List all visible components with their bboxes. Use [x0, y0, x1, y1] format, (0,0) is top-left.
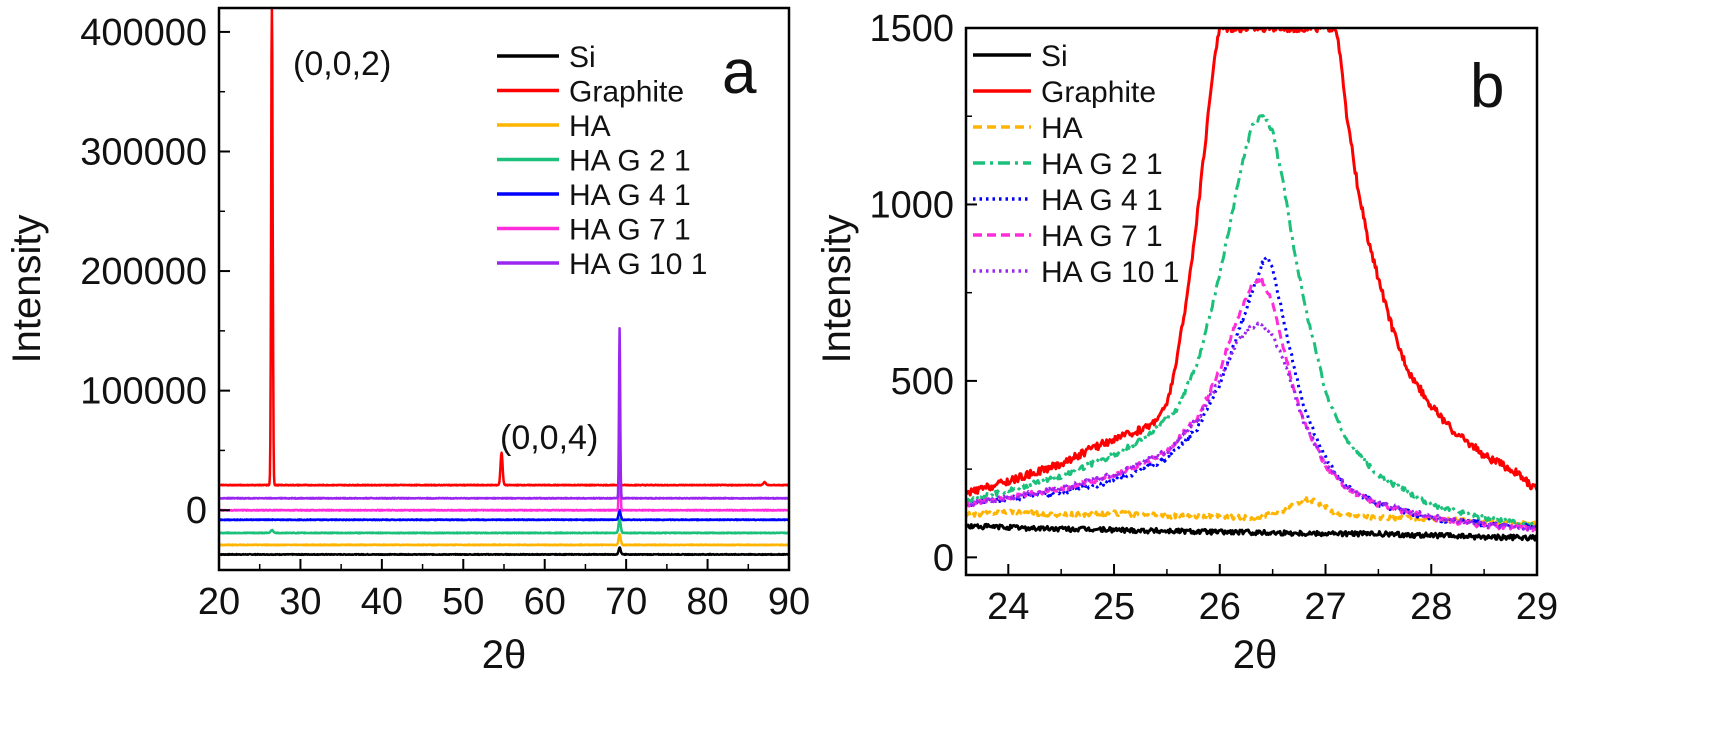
panel-b-series-si	[966, 522, 1537, 542]
panel-a-axis-ticks: 20 30 40 50 60 70 80 90 0 100000 200000 300000 40000…	[80, 12, 810, 623]
panel-b-y-tick-label: 1500	[869, 8, 954, 50]
panel-a-y-tick-label: 300000	[80, 131, 207, 173]
panel-b-series-ha-g-2-1	[966, 114, 1537, 528]
panel-a-curves	[218, 6, 791, 557]
panel-a-x-axis-label: 2θ	[482, 633, 527, 677]
panel-a-x-tick-label: 60	[524, 581, 566, 623]
panel-b-legend-label-ha-g-2-1: HA G 2 1	[1041, 148, 1163, 181]
panel-a-legend-label-ha-g-10-1: HA G 10 1	[569, 248, 707, 281]
panel-a-x-tick-label: 70	[605, 581, 647, 623]
panel-b-y-tick-label: 1000	[869, 184, 954, 226]
panel-a-y-axis-label: Intensity	[5, 215, 49, 364]
panel-a-series-ha-g-10-1	[218, 326, 791, 500]
panel-a-series-ha-g-2-1	[218, 517, 790, 535]
panel-a-x-tick-label: 30	[279, 581, 321, 623]
panel-a-legend-label-ha-g-2-1: HA G 2 1	[569, 145, 691, 178]
panel-a-legend-label-ha-g-7-1: HA G 7 1	[569, 214, 691, 247]
panel-b-y-tick-label: 0	[933, 537, 954, 579]
panel-b-x-tick-label: 26	[1199, 586, 1241, 628]
panel-a-legend-label-graphite: Graphite	[569, 76, 684, 109]
panel-b-x-tick-label: 29	[1516, 586, 1558, 628]
panel-a-y-tick-label: 0	[186, 490, 207, 532]
panel-a-series-si	[218, 546, 790, 557]
panel-b-legend-label-ha-g-10-1: HA G 10 1	[1041, 256, 1179, 289]
panel-a-y-tick-label: 100000	[80, 371, 207, 413]
panel-b-plot-frame	[964, 26, 1539, 577]
panel-b-x-tick-label: 25	[1093, 586, 1135, 628]
panel-a-chart: 20 30 40 50 60 70 80 90 0 100000 200000 300000 40000…	[5, 6, 810, 677]
panel-a-legend-label-ha: HA	[569, 110, 611, 143]
panel-b-x-tick-label: 28	[1410, 586, 1452, 628]
panel-a-series-ha-g-4-1	[218, 508, 790, 522]
panel-b-series-graphite	[966, 28, 1537, 497]
panel-a-series-ha	[218, 533, 790, 547]
panel-b-y-axis-label: Intensity	[815, 215, 859, 364]
panel-a-annotation-002: (0,0,2)	[293, 45, 391, 83]
panel-a-series-ha-g-7-1	[218, 401, 790, 512]
panel-a-x-tick-label: 40	[361, 581, 403, 623]
panel-a-x-tick-label: 80	[686, 581, 728, 623]
panel-b-legend-label-ha: HA	[1041, 112, 1083, 145]
panel-a-x-tick-label: 50	[442, 581, 484, 623]
panel-b-curves	[966, 28, 1537, 542]
panel-b-legend-label-ha-g-4-1: HA G 4 1	[1041, 184, 1163, 217]
panel-a-legend-label-ha-g-4-1: HA G 4 1	[569, 179, 691, 212]
panel-a-x-tick-label: 90	[768, 581, 810, 623]
panel-b-letter: b	[1470, 52, 1504, 121]
panel-b-series-ha-g-4-1	[966, 255, 1537, 531]
panel-b-series-ha-g-10-1	[966, 321, 1537, 532]
panel-a-y-tick-label: 400000	[80, 12, 207, 54]
panel-a-x-tick-label: 20	[198, 581, 240, 623]
panel-a-y-tick-label: 200000	[80, 251, 207, 293]
panel-b-x-tick-label: 24	[987, 586, 1029, 628]
panel-a-annotation-004: (0,0,4)	[500, 419, 598, 457]
panel-b-x-tick-label: 27	[1304, 586, 1346, 628]
panel-b-legend-label-graphite: Graphite	[1041, 76, 1156, 109]
panel-b-axis-ticks: 24 25 26 27 28 29 0 500 1000 1500	[869, 8, 1558, 628]
panel-b-legend-label-si: Si	[1041, 40, 1068, 73]
panel-b-y-tick-label: 500	[891, 361, 954, 403]
panel-a-legend-label-si: Si	[569, 41, 596, 74]
panel-b-x-axis-label: 2θ	[1233, 633, 1278, 677]
panel-a-letter: a	[722, 38, 757, 107]
panel-a-series-graphite	[218, 6, 790, 487]
panel-b-legend-label-ha-g-7-1: HA G 7 1	[1041, 220, 1163, 253]
panel-b-series-ha-g-7-1	[966, 277, 1537, 533]
